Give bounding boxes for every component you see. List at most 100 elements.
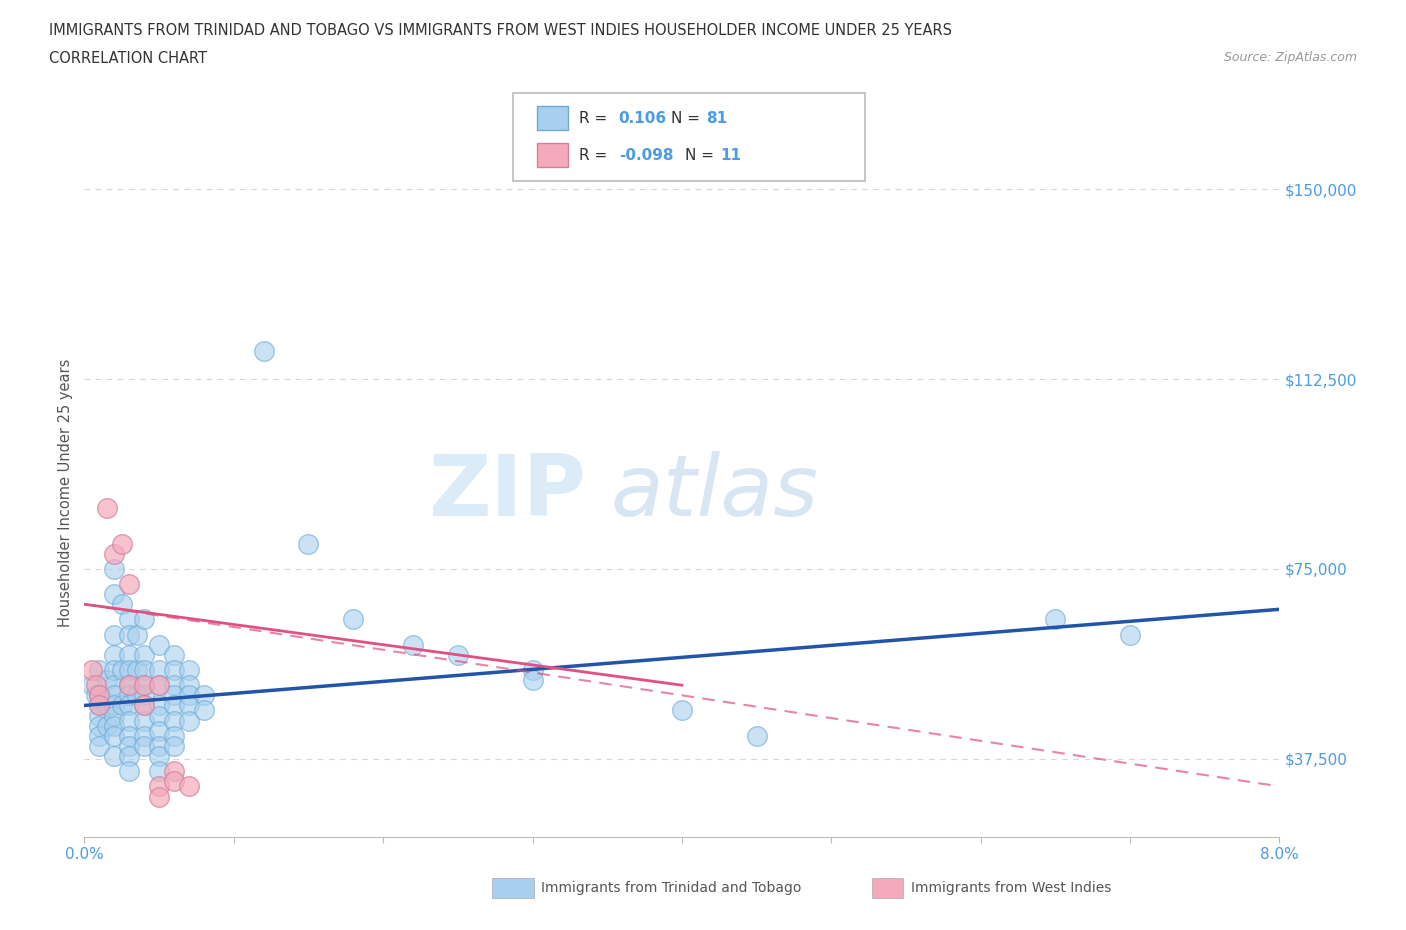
Point (163, 728, 186, 743)
Point (1119, 627, 1142, 642)
Point (193, 688, 215, 703)
Point (89, 662, 111, 677)
Text: IMMIGRANTS FROM TRINIDAD AND TOBAGO VS IMMIGRANTS FROM WEST INDIES HOUSEHOLDER I: IMMIGRANTS FROM TRINIDAD AND TOBAGO VS I… (49, 23, 952, 38)
Point (89, 698, 111, 713)
Point (103, 718, 125, 733)
Point (177, 713, 200, 728)
Point (163, 738, 186, 753)
Text: 0.106: 0.106 (619, 111, 666, 126)
Point (89, 728, 111, 743)
Point (148, 637, 170, 652)
Point (118, 647, 141, 662)
Point (148, 678, 170, 693)
Point (118, 678, 141, 693)
Point (89, 718, 111, 733)
Point (80, 678, 103, 693)
Point (193, 703, 215, 718)
Point (148, 724, 170, 738)
Point (132, 698, 156, 713)
Point (103, 647, 125, 662)
Point (118, 612, 141, 627)
Point (163, 764, 186, 778)
Point (118, 738, 141, 753)
Point (118, 688, 141, 703)
Point (148, 779, 170, 794)
Point (89, 698, 111, 713)
Text: N =: N = (671, 111, 704, 126)
Text: N =: N = (685, 148, 718, 163)
Point (111, 597, 134, 612)
Text: atlas: atlas (610, 451, 818, 535)
Point (253, 344, 276, 359)
Point (132, 678, 156, 693)
Point (118, 764, 141, 778)
Point (96, 500, 118, 515)
Text: Immigrants from West Indies: Immigrants from West Indies (911, 881, 1112, 896)
Point (148, 749, 170, 764)
Point (103, 749, 125, 764)
Point (177, 779, 200, 794)
Point (118, 749, 141, 764)
Point (148, 764, 170, 778)
Text: -0.098: -0.098 (619, 148, 673, 163)
Point (132, 612, 156, 627)
Point (89, 738, 111, 753)
Point (89, 688, 111, 703)
Point (177, 662, 200, 677)
Point (148, 662, 170, 677)
Point (342, 612, 364, 627)
Point (132, 662, 156, 677)
Point (148, 738, 170, 753)
Point (132, 738, 156, 753)
Point (402, 637, 425, 652)
Text: ZIP: ZIP (429, 451, 586, 535)
Point (103, 728, 125, 743)
Point (132, 647, 156, 662)
Point (163, 698, 186, 713)
Text: R =: R = (579, 148, 613, 163)
Point (118, 627, 141, 642)
Y-axis label: Householder Income Under 25 years: Householder Income Under 25 years (58, 359, 73, 627)
Point (89, 708, 111, 723)
Point (745, 728, 768, 743)
Point (163, 678, 186, 693)
Point (177, 678, 200, 693)
Point (522, 672, 544, 687)
Point (148, 789, 170, 804)
Point (163, 774, 186, 789)
Point (132, 688, 156, 703)
Text: 11: 11 (720, 148, 741, 163)
Point (118, 662, 141, 677)
Point (163, 713, 186, 728)
Point (118, 728, 141, 743)
Point (163, 662, 186, 677)
Point (1045, 612, 1067, 627)
Point (103, 546, 125, 561)
Point (177, 688, 200, 703)
Point (125, 627, 148, 642)
Point (103, 562, 125, 577)
Point (125, 688, 148, 703)
Point (103, 708, 125, 723)
Point (118, 577, 141, 591)
Text: CORRELATION CHART: CORRELATION CHART (49, 51, 207, 66)
Point (118, 698, 141, 713)
Point (132, 728, 156, 743)
Point (96, 718, 118, 733)
Point (148, 678, 170, 693)
Text: R =: R = (579, 111, 613, 126)
Text: Source: ZipAtlas.com: Source: ZipAtlas.com (1223, 51, 1357, 64)
Point (163, 688, 186, 703)
Point (163, 647, 186, 662)
Point (103, 662, 125, 677)
Point (103, 688, 125, 703)
Point (111, 698, 134, 713)
Text: Immigrants from Trinidad and Tobago: Immigrants from Trinidad and Tobago (541, 881, 801, 896)
Point (103, 678, 125, 693)
Point (111, 536, 134, 551)
Point (111, 662, 134, 677)
Point (447, 647, 470, 662)
Point (177, 698, 200, 713)
Point (118, 713, 141, 728)
Point (84, 688, 107, 703)
